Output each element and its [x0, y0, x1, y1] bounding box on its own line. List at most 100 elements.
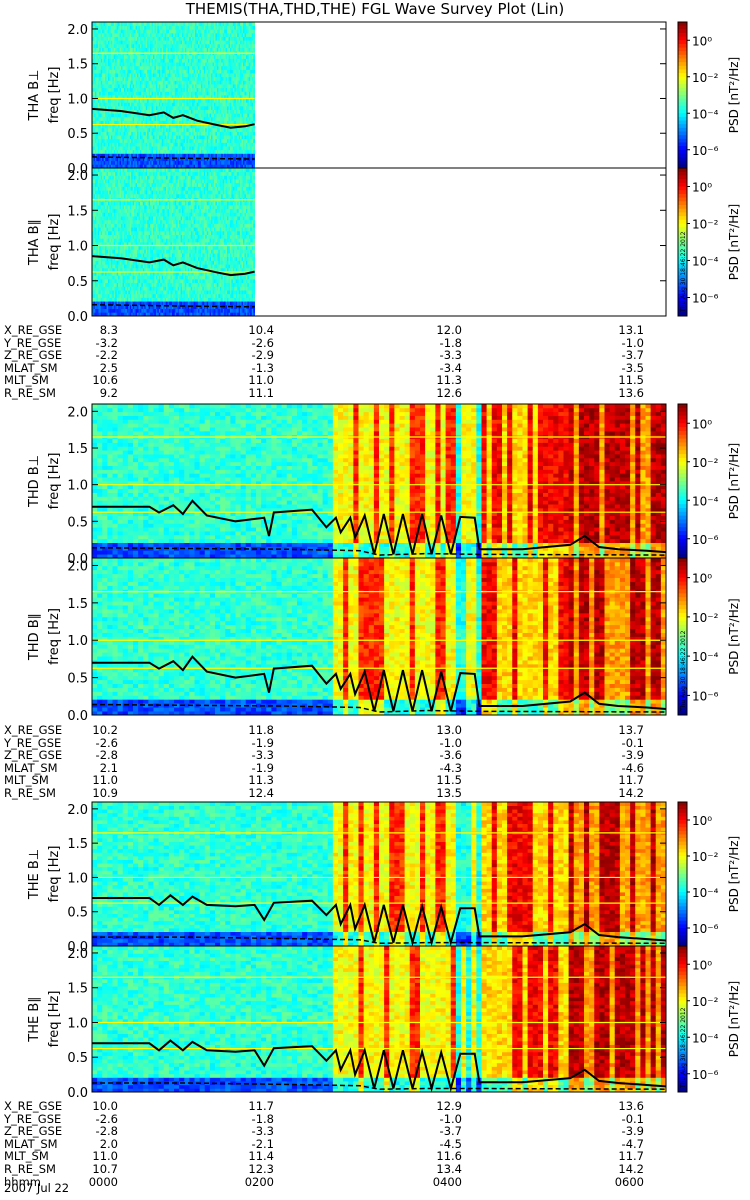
- spectrogram-cell: [180, 84, 183, 89]
- spectrogram-cell: [134, 95, 136, 100]
- spectrogram-cell: [122, 69, 125, 74]
- spectrogram-cell: [119, 164, 122, 169]
- spectrogram-cell: [105, 146, 107, 151]
- spectrogram-cell: [173, 87, 176, 92]
- spectrogram-cell: [126, 40, 129, 45]
- colorbar-segment: [678, 127, 687, 132]
- spectrogram-cell: [135, 113, 138, 118]
- spectrogram-cell: [129, 153, 132, 158]
- spectrogram-cell: [202, 127, 205, 132]
- spectrogram-cell: [170, 69, 173, 74]
- spectrogram-cell: [121, 135, 123, 140]
- spectrogram-cell: [109, 105, 112, 110]
- spectrogram-cell: [157, 164, 160, 169]
- spectrogram-cell: [119, 25, 122, 30]
- spectrogram-cell: [164, 164, 167, 169]
- spectrogram-cell: [174, 65, 177, 70]
- spectrogram-cell: [93, 76, 96, 81]
- spectrogram-cell: [171, 25, 174, 30]
- spectrogram-cell: [134, 157, 136, 162]
- spectrogram-cell: [135, 76, 138, 81]
- spectrogram-cell: [125, 146, 128, 151]
- spectrogram-cell: [195, 40, 197, 45]
- spectrogram-cell: [203, 113, 206, 118]
- spectrogram-cell: [203, 43, 206, 48]
- spectrogram-cell: [110, 153, 113, 158]
- spectrogram-cell: [102, 84, 105, 89]
- spectrogram-cell: [135, 131, 138, 136]
- spectrogram-cell: [184, 84, 187, 89]
- spectrogram-cell: [128, 153, 131, 158]
- spectrogram-cell: [166, 98, 168, 103]
- spectrogram-cell: [145, 76, 148, 81]
- spectrogram-cell: [152, 98, 155, 103]
- spectrogram-cell: [190, 47, 193, 52]
- spectrogram-cell: [137, 76, 139, 81]
- spectrogram-cell: [183, 25, 186, 30]
- spectrogram-cell: [151, 32, 154, 37]
- spectrogram-cell: [154, 69, 157, 74]
- spectrogram-cell: [123, 73, 126, 78]
- spectrogram-cell: [160, 109, 163, 114]
- spectrogram-cell: [190, 127, 193, 132]
- spectrogram-cell: [147, 120, 150, 125]
- spectrogram-cell: [93, 160, 96, 165]
- spectrogram-cell: [164, 120, 167, 125]
- spectrogram-cell: [253, 105, 256, 110]
- spectrogram-cell: [112, 62, 115, 67]
- spectrogram-cell: [183, 58, 186, 63]
- spectrogram-cell: [186, 135, 189, 140]
- spectrogram-cell: [144, 29, 147, 34]
- spectrogram-cell: [157, 95, 160, 100]
- spectrogram-cell: [126, 98, 129, 103]
- spectrogram-cell: [205, 25, 208, 30]
- spectrogram-cell: [107, 160, 110, 165]
- spectrogram-cell: [97, 98, 100, 103]
- spectrogram-cell: [155, 116, 158, 121]
- spectrogram-cell: [198, 36, 200, 41]
- spectrogram-cell: [110, 116, 113, 121]
- colorbar-segment: [678, 29, 687, 34]
- spectrogram-cell: [106, 36, 109, 41]
- spectrogram-cell: [154, 131, 157, 136]
- spectrogram-cell: [195, 43, 197, 48]
- spectrogram-cell: [161, 113, 164, 118]
- spectrogram-cell: [107, 124, 110, 129]
- spectrogram-cell: [151, 138, 154, 143]
- spectrogram-cell: [119, 116, 122, 121]
- spectrogram-cell: [211, 43, 213, 48]
- spectrogram-cell: [121, 98, 123, 103]
- spectrogram-cell: [135, 116, 138, 121]
- spectrogram-cell: [202, 87, 205, 92]
- colorbar-segment: [678, 153, 687, 158]
- spectrogram-cell: [134, 120, 136, 125]
- spectrogram-cell: [157, 157, 160, 162]
- spectrogram-cell: [199, 142, 202, 147]
- spectrogram-cell: [180, 157, 183, 162]
- spectrogram-cell: [148, 105, 151, 110]
- spectrogram-cell: [129, 91, 132, 96]
- spectrogram-cell: [106, 32, 109, 37]
- spectrogram-cell: [163, 135, 166, 140]
- spectrogram-cell: [139, 80, 142, 85]
- spectrogram-cell: [113, 157, 116, 162]
- spectrogram-cell: [106, 135, 109, 140]
- spectrogram-cell: [141, 127, 144, 132]
- spectrogram-cell: [186, 43, 189, 48]
- spectrogram-cell: [183, 138, 186, 143]
- spectrogram-cell: [126, 113, 129, 118]
- spectrogram-cell: [102, 153, 105, 158]
- spectrogram-cell: [154, 142, 157, 147]
- spectrogram-cell: [193, 62, 196, 67]
- spectrogram-cell: [195, 142, 197, 147]
- spectrogram-cell: [179, 80, 181, 85]
- spectrogram-cell: [189, 91, 192, 96]
- spectrogram-cell: [170, 124, 173, 129]
- spectrogram-cell: [99, 91, 102, 96]
- spectrogram-cell: [203, 22, 206, 27]
- spectrogram-cell: [212, 105, 215, 110]
- spectrogram-cell: [118, 40, 120, 45]
- spectrogram-cell: [126, 84, 129, 89]
- spectrogram-cell: [151, 127, 154, 132]
- spectrogram-cell: [100, 109, 103, 114]
